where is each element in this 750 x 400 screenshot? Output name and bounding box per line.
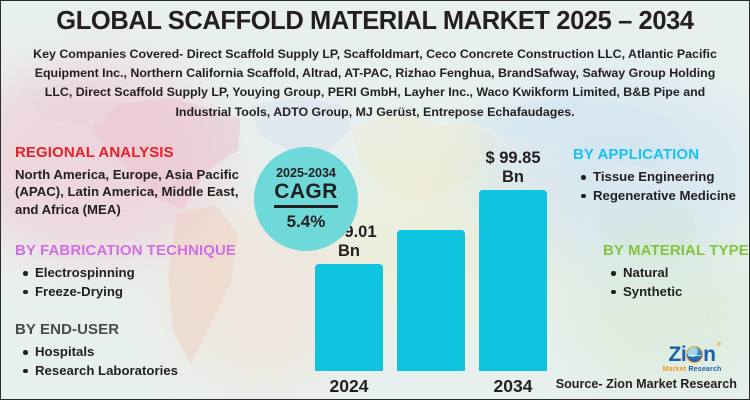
bar-value-label: $ 99.85 Bn xyxy=(485,149,541,186)
cagr-period: 2025-2034 xyxy=(276,166,336,181)
section-heading-regional: REGIONAL ANALYSIS xyxy=(15,144,174,161)
logo-text-zi: Zi xyxy=(668,343,687,366)
application-list: Tissue Engineering Regenerative Medicine xyxy=(573,168,748,205)
key-companies-text: Key Companies Covered- Direct Scaffold S… xyxy=(33,47,717,119)
section-by-material-type: BY MATERIAL TYPE Natural Synthetic xyxy=(603,242,749,302)
fabrication-list: Electrospinning Freeze-Drying xyxy=(15,264,275,301)
list-item: Hospitals xyxy=(23,343,275,362)
globe-icon xyxy=(686,346,704,363)
logo-tagline-market: Market xyxy=(662,366,687,373)
cagr-badge: 2025-2034 CAGR 5.4% xyxy=(254,147,358,251)
section-heading-material: BY MATERIAL TYPE xyxy=(603,242,749,259)
list-item: Tissue Engineering xyxy=(581,168,748,187)
x-axis-tick-2034: 2034 xyxy=(493,376,533,396)
x-axis-tick-2024: 2024 xyxy=(329,376,369,396)
page-title: GLOBAL SCAFFOLD MATERIAL MARKET 2025 – 2… xyxy=(56,6,694,35)
section-by-application: BY APPLICATION Tissue Engineering Regene… xyxy=(573,146,748,205)
list-item: Regenerative Medicine xyxy=(581,187,748,206)
section-regional-analysis: REGIONAL ANALYSIS North America, Europe,… xyxy=(15,144,265,218)
logo-text-n: n ® xyxy=(703,342,721,366)
regional-analysis-body: North America, Europe, Asia Pacific (APA… xyxy=(15,167,240,217)
header-bar: GLOBAL SCAFFOLD MATERIAL MARKET 2025 – 2… xyxy=(1,1,749,41)
cagr-value: 5.4% xyxy=(286,211,326,231)
source-attribution: Source- Zion Market Research xyxy=(555,377,737,391)
cagr-label: CAGR xyxy=(274,180,338,208)
list-item: Synthetic xyxy=(611,283,749,302)
zion-logo: Zi n ® Market Research xyxy=(649,342,735,373)
bar-2024 xyxy=(315,264,383,371)
list-item: Natural xyxy=(611,264,749,283)
material-list: Natural Synthetic xyxy=(603,264,749,302)
list-item: Freeze-Drying xyxy=(23,283,275,302)
list-item: Research Laboratories xyxy=(23,362,275,381)
list-item: Electrospinning xyxy=(23,264,275,283)
section-by-fabrication-technique: BY FABRICATION TECHNIQUE Electrospinning… xyxy=(15,242,275,301)
section-heading-fabrication: BY FABRICATION TECHNIQUE xyxy=(15,242,237,259)
section-heading-application: BY APPLICATION xyxy=(573,146,700,163)
trademark-icon: ® xyxy=(716,342,721,348)
enduser-list: Hospitals Research Laboratories xyxy=(15,343,275,380)
bar-2034 xyxy=(479,190,547,371)
section-heading-enduser: BY END-USER xyxy=(15,321,120,338)
bar-series-1 xyxy=(397,229,465,371)
logo-tagline-research: Research xyxy=(688,366,722,373)
section-by-end-user: BY END-USER Hospitals Research Laborator… xyxy=(15,321,275,380)
